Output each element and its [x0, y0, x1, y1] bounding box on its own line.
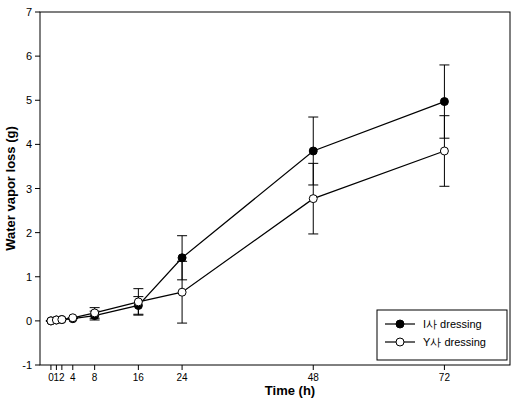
- series-line: [51, 151, 444, 321]
- y-tick-label: 0: [26, 315, 32, 327]
- series-line: [51, 102, 444, 321]
- point: [309, 147, 317, 155]
- point: [440, 147, 448, 155]
- legend-marker: [396, 320, 404, 328]
- x-tick-label: 24: [177, 372, 189, 383]
- plot-frame: [40, 12, 510, 365]
- legend-box: [377, 310, 507, 360]
- error-bar: [177, 261, 187, 323]
- point: [178, 288, 186, 296]
- y-tick: [35, 276, 40, 277]
- x-tick: [444, 365, 445, 370]
- legend-label: Y사 dressing: [423, 336, 486, 348]
- x-axis-label: Time (h): [265, 383, 315, 398]
- x-tick: [182, 365, 183, 370]
- x-tick: [138, 365, 139, 370]
- x-tick-label: 4: [70, 372, 76, 383]
- x-tick-label: 8: [92, 372, 98, 383]
- point: [440, 98, 448, 106]
- error-bar: [439, 116, 449, 187]
- y-tick-label: 5: [26, 94, 32, 106]
- y-tick-label: -1: [22, 359, 32, 371]
- legend-label: I사 dressing: [423, 318, 482, 330]
- legend-marker: [396, 338, 404, 346]
- x-tick: [61, 365, 62, 370]
- y-tick-label: 3: [26, 183, 32, 195]
- y-tick: [35, 100, 40, 101]
- y-tick-label: 2: [26, 227, 32, 239]
- y-tick: [35, 144, 40, 145]
- y-tick-label: 6: [26, 50, 32, 62]
- point: [309, 195, 317, 203]
- y-tick: [35, 232, 40, 233]
- y-tick: [35, 320, 40, 321]
- point: [178, 254, 186, 262]
- y-axis-label: Water vapor loss (g): [3, 126, 18, 250]
- error-bar: [308, 163, 318, 234]
- x-tick-label: 72: [439, 372, 451, 383]
- point: [58, 316, 66, 324]
- y-tick-label: 4: [26, 138, 32, 150]
- point: [69, 315, 77, 323]
- point: [91, 309, 99, 317]
- x-tick-label: 2: [59, 372, 65, 383]
- point: [69, 314, 77, 322]
- error-bar: [133, 289, 143, 315]
- point: [134, 298, 142, 306]
- x-tick: [50, 365, 51, 370]
- x-tick: [56, 365, 57, 370]
- y-tick-label: 1: [26, 271, 32, 283]
- y-tick: [35, 188, 40, 189]
- y-tick: [35, 365, 40, 366]
- x-tick-label: 16: [133, 372, 145, 383]
- y-tick: [35, 12, 40, 13]
- plot-area: [46, 65, 449, 325]
- y-tick: [35, 56, 40, 57]
- x-tick: [72, 365, 73, 370]
- x-tick: [313, 365, 314, 370]
- point: [58, 316, 66, 324]
- x-tick: [94, 365, 95, 370]
- legend: I사 dressing Y사 dressing: [377, 310, 507, 360]
- chart: 0124816244872-101234567Time (h)Water vap…: [0, 0, 527, 407]
- y-tick-label: 7: [26, 6, 32, 18]
- x-tick-label: 48: [308, 372, 320, 383]
